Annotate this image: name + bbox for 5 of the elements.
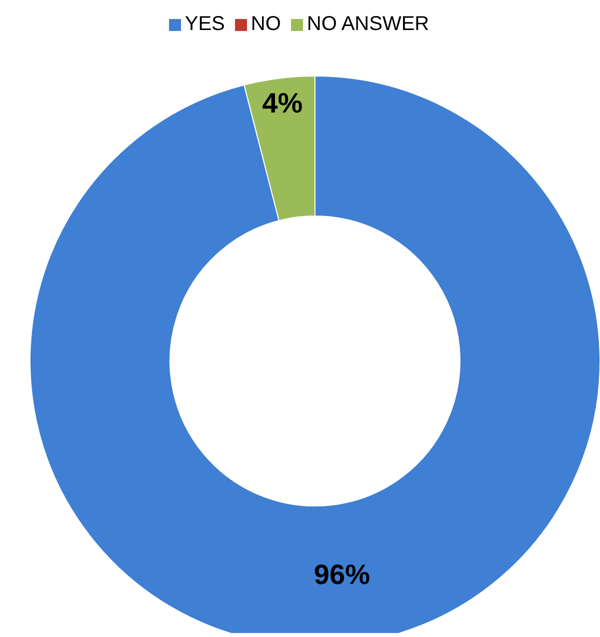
data-label: 4% <box>262 88 303 119</box>
legend-label: NO ANSWER <box>306 13 430 35</box>
legend-label: YES <box>184 13 225 35</box>
legend-label: NO <box>250 13 281 35</box>
data-label: 96% <box>314 558 370 590</box>
